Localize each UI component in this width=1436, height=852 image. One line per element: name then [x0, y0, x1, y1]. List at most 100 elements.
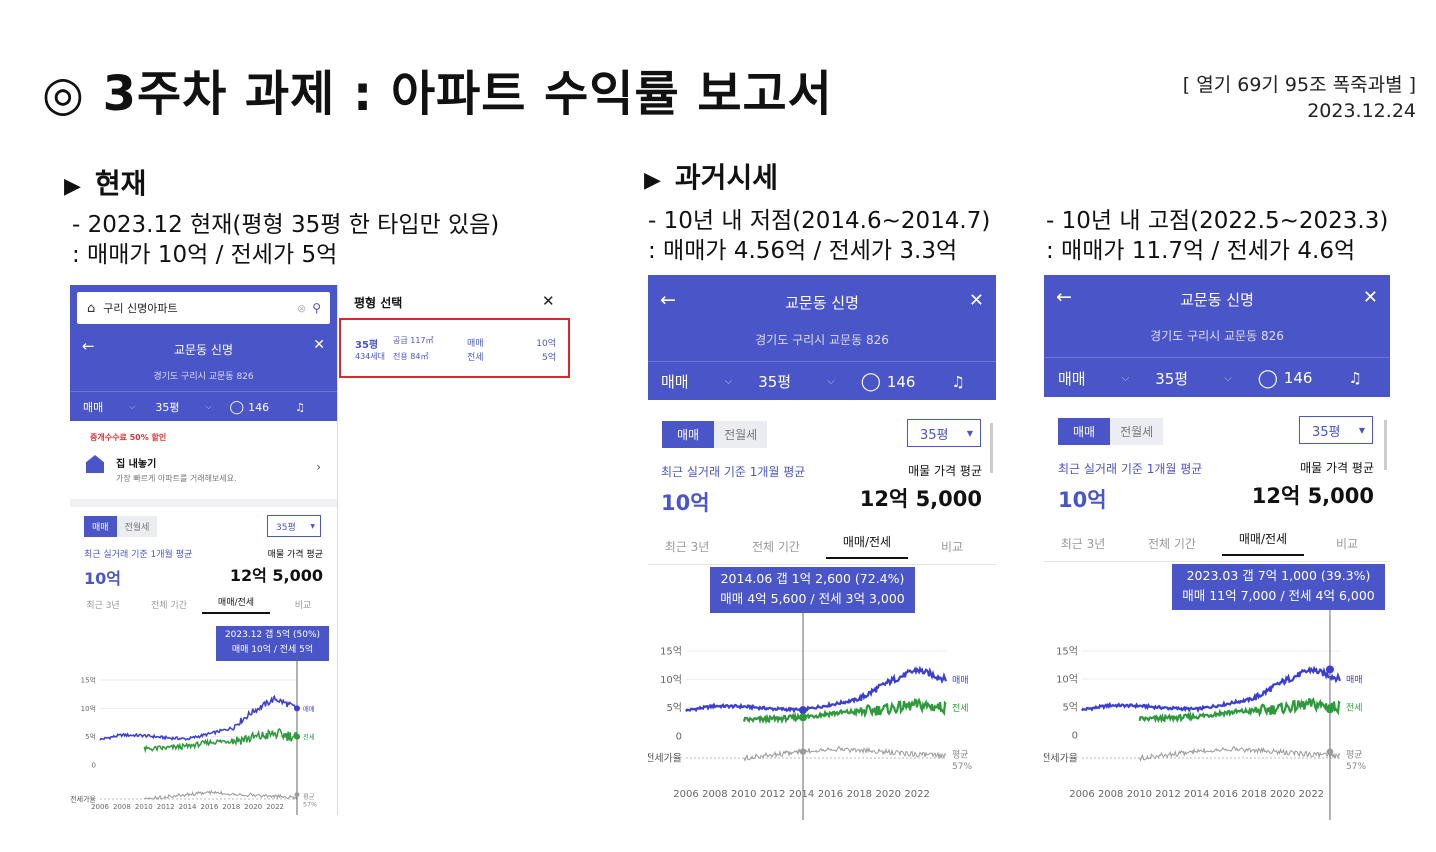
legend-deal: 매매: [952, 675, 969, 686]
comment-icon[interactable]: ◯: [1257, 367, 1278, 389]
chevron-down-icon[interactable]: ⌵: [827, 376, 835, 387]
scrollbar[interactable]: [1384, 420, 1387, 470]
close-icon[interactable]: ✕: [313, 337, 325, 353]
tab-compare[interactable]: 비교: [1335, 536, 1359, 551]
tab-recent-3y[interactable]: 최근 3년: [1060, 536, 1106, 551]
filter-bar: 매매 ⌵ 35평 ⌵ ◯ 146 ♫: [70, 391, 337, 422]
marker-deal-point: [799, 706, 807, 715]
tab-all-period[interactable]: 전체 기간: [151, 601, 187, 611]
app-header: ⌂ 구리 신명아파트 ⊗ ⚲ ← 교문동 신명 ✕ 경기도 구리시 교문동 82…: [70, 285, 337, 421]
marker-rent-point: [1325, 705, 1334, 714]
promo-badge: 중개수수료 50% 할인: [90, 433, 167, 442]
size-option-rent-price: 5억: [541, 353, 556, 363]
comment-icon[interactable]: ◯: [860, 371, 881, 392]
size-filter[interactable]: 35평: [1155, 369, 1189, 388]
ratio-label: 전세가율: [648, 753, 682, 765]
size-filter[interactable]: 35평: [758, 373, 792, 391]
size-option-highlight[interactable]: 35평 434세대 공급 117㎡ 전용 84㎡ 매매 전세 10억 5억: [339, 318, 570, 378]
scrollbar[interactable]: [990, 423, 993, 473]
search-icon[interactable]: ⚲: [312, 301, 321, 315]
deal-filter[interactable]: 매매: [83, 401, 104, 414]
deal-filter[interactable]: 매매: [1058, 369, 1086, 388]
x-tick-label: 2014: [179, 803, 197, 811]
chevron-down-icon[interactable]: ⌵: [1121, 372, 1130, 384]
caret-down-icon: ▼: [1358, 425, 1365, 435]
tab-deal-rent[interactable]: 매매/전세: [826, 533, 908, 559]
marker-ratio-point: [294, 792, 300, 797]
tab-deal-rent[interactable]: 매매/전세: [202, 595, 270, 614]
tab-recent-3y[interactable]: 최근 3년: [664, 539, 710, 554]
recent-label: 최근 실거래 기준 1개월 평균: [84, 550, 193, 560]
bell-icon[interactable]: ♫: [295, 400, 305, 414]
x-tick-label: 2016: [201, 803, 219, 811]
x-tick-label: 2016: [1213, 789, 1238, 800]
chevron-down-icon[interactable]: ⌵: [724, 376, 733, 387]
tab-rent[interactable]: 전월세: [714, 421, 768, 448]
tab-all-period[interactable]: 전체 기간: [752, 539, 800, 554]
x-tick-label: 2022: [1299, 789, 1324, 800]
deal-tabs: 매매 전월세: [84, 516, 158, 537]
tab-deal-rent[interactable]: 매매/전세: [1222, 530, 1304, 556]
chevron-right-icon[interactable]: ›: [316, 460, 321, 474]
size-select[interactable]: 35평 ▼: [907, 419, 981, 447]
back-arrow-icon[interactable]: ←: [1056, 286, 1072, 308]
clear-icon[interactable]: ⊗: [296, 301, 307, 315]
legend-rent: 전세: [303, 732, 315, 741]
divider: [648, 564, 996, 565]
tab-compare[interactable]: 비교: [940, 539, 964, 554]
tab-deal[interactable]: 매매: [84, 516, 117, 537]
size-popup-title: 평형 선택: [354, 296, 403, 310]
y-tick-label: 10억: [81, 705, 96, 713]
recent-value: 10억: [84, 569, 121, 588]
x-tick-label: 2018: [222, 803, 240, 811]
bell-icon[interactable]: ♫: [1348, 369, 1362, 387]
search-input[interactable]: 구리 신명아파트: [103, 302, 178, 315]
marker-deal-point: [1325, 665, 1334, 674]
size-select[interactable]: 35평 ▼: [1299, 416, 1373, 444]
size-select[interactable]: 35평 ▼: [267, 515, 321, 537]
chevron-down-icon[interactable]: ⌵: [129, 402, 136, 411]
promo-title: 집 내놓기: [116, 459, 157, 470]
chevron-down-icon[interactable]: ⌵: [205, 402, 212, 411]
group-label: [ 열기 69기 95조 폭죽과별 ]: [1182, 74, 1416, 96]
tab-deal[interactable]: 매매: [1058, 418, 1111, 445]
back-arrow-icon[interactable]: ←: [660, 289, 676, 311]
section-past-heading: ▶ 과거시세: [644, 161, 778, 194]
tab-rent[interactable]: 전월세: [116, 516, 158, 537]
tab-rent[interactable]: 전월세: [1110, 418, 1164, 445]
back-arrow-icon[interactable]: ←: [82, 337, 95, 355]
legend-deal: 매매: [1346, 675, 1363, 686]
comment-icon[interactable]: ◯: [229, 399, 245, 415]
apt-address: 경기도 구리시 교문동 826: [755, 333, 889, 347]
size-filter[interactable]: 35평: [155, 401, 180, 414]
tab-compare[interactable]: 비교: [294, 601, 312, 611]
x-tick-label: 2018: [847, 789, 872, 800]
close-icon[interactable]: ✕: [1362, 287, 1378, 308]
deal-filter[interactable]: 매매: [661, 373, 689, 391]
legend-average-pct: 57%: [1346, 762, 1366, 772]
home-icon[interactable]: ⌂: [87, 300, 96, 316]
x-tick-label: 2020: [244, 803, 262, 811]
tab-deal[interactable]: 매매: [662, 421, 715, 448]
report-date: 2023.12.24: [1307, 100, 1416, 122]
chevron-down-icon[interactable]: ⌵: [1224, 372, 1232, 384]
size-option-deal-price: 10억: [536, 339, 556, 349]
x-tick-label: 2008: [113, 803, 131, 811]
search-bar[interactable]: ⌂ 구리 신명아파트 ⊗ ⚲: [77, 292, 330, 324]
legend-average: 평균: [303, 792, 315, 801]
series-deal-line: [99, 694, 298, 742]
tooltip-low: 2014.06 갭 1억 2,600 (72.4%) 매매 4억 5,600 / …: [710, 567, 915, 613]
tab-all-period[interactable]: 전체 기간: [1148, 536, 1196, 551]
app-screenshot-high: ← 교문동 신명 ✕ 경기도 구리시 교문동 826 매매 ⌵ 35평 ⌵ ◯ …: [1044, 275, 1390, 820]
y-tick-label: 5억: [666, 702, 682, 714]
bell-icon[interactable]: ♫: [951, 372, 965, 391]
close-icon[interactable]: ✕: [968, 290, 984, 311]
filter-bar: 매매 ⌵ 35평 ⌵ ◯ 146 ♫: [648, 361, 996, 401]
section-current-heading: ▶ 현재: [64, 167, 147, 200]
app-header: ← 교문동 신명 ✕ 경기도 구리시 교문동 826 매매 ⌵ 35평 ⌵ ◯ …: [1044, 275, 1390, 397]
close-icon[interactable]: ✕: [542, 292, 555, 310]
marker-deal-point: [294, 705, 300, 712]
series-rent-line: [143, 727, 298, 754]
tab-recent-3y[interactable]: 최근 3년: [86, 601, 120, 611]
